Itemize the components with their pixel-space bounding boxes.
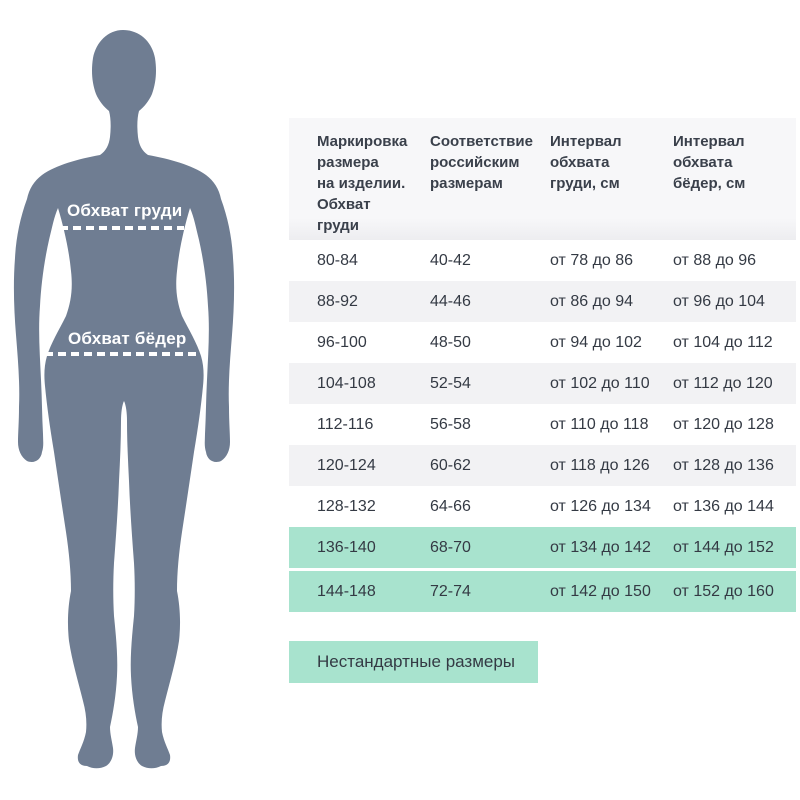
cell-size-marking: 96-100 <box>317 333 367 351</box>
table-row-nonstandard: 136-140 68-70 от 134 до 142 от 144 до 15… <box>289 527 796 568</box>
cell-hips-interval: от 104 до 112 <box>673 333 773 351</box>
table-row: 120-124 60-62 от 118 до 126 от 128 до 13… <box>289 445 796 486</box>
hips-dashed-line <box>45 352 203 356</box>
header-chest-interval: Интервал обхвата груди, см <box>550 133 622 192</box>
cell-russian-size: 48-50 <box>430 333 471 351</box>
cell-chest-interval: от 102 до 110 <box>550 374 650 392</box>
cell-size-marking: 128-132 <box>317 497 376 515</box>
cell-size-marking: 88-92 <box>317 292 358 310</box>
cell-chest-interval: от 142 до 150 <box>550 582 651 600</box>
cell-hips-interval: от 152 до 160 <box>673 582 774 600</box>
cell-chest-interval: от 118 до 126 <box>550 456 650 474</box>
cell-size-marking: 104-108 <box>317 374 376 392</box>
cell-chest-interval: от 110 до 118 <box>550 415 649 433</box>
table-row: 112-116 56-58 от 110 до 118 от 120 до 12… <box>289 404 796 445</box>
nonstandard-sizes-legend: Нестандартные размеры <box>289 641 538 683</box>
cell-chest-interval: от 94 до 102 <box>550 333 642 351</box>
cell-chest-interval: от 86 до 94 <box>550 292 634 310</box>
size-table: Маркировка размера на изделии. Обхват гр… <box>289 118 796 612</box>
cell-russian-size: 64-66 <box>430 497 471 515</box>
cell-russian-size: 68-70 <box>430 538 471 556</box>
cell-hips-interval: от 120 до 128 <box>673 415 774 433</box>
table-row-nonstandard: 144-148 72-74 от 142 до 150 от 152 до 16… <box>289 571 796 612</box>
cell-hips-interval: от 96 до 104 <box>673 292 765 310</box>
cell-chest-interval: от 126 до 134 <box>550 497 651 515</box>
cell-russian-size: 52-54 <box>430 374 471 392</box>
cell-chest-interval: от 78 до 86 <box>550 251 634 269</box>
cell-size-marking: 80-84 <box>317 251 358 269</box>
row-divider <box>289 568 796 571</box>
cell-russian-size: 56-58 <box>430 415 471 433</box>
table-row: 128-132 64-66 от 126 до 134 от 136 до 14… <box>289 486 796 527</box>
cell-hips-interval: от 112 до 120 <box>673 374 773 392</box>
table-row: 80-84 40-42 от 78 до 86 от 88 до 96 <box>289 240 796 281</box>
header-hips-interval: Интервал обхвата бёдер, см <box>673 133 746 192</box>
table-row: 88-92 44-46 от 86 до 94 от 96 до 104 <box>289 281 796 322</box>
female-body-silhouette <box>13 30 235 769</box>
chest-dashed-line <box>60 226 184 230</box>
cell-russian-size: 72-74 <box>430 582 471 600</box>
cell-hips-interval: от 144 до 152 <box>673 538 774 556</box>
cell-russian-size: 40-42 <box>430 251 471 269</box>
header-russian-sizes: Соответствие российским размерам <box>430 133 533 192</box>
cell-hips-interval: от 136 до 144 <box>673 497 774 515</box>
cell-russian-size: 60-62 <box>430 456 471 474</box>
cell-size-marking: 112-116 <box>317 415 374 433</box>
table-header-row: Маркировка размера на изделии. Обхват гр… <box>289 118 796 240</box>
cell-hips-interval: от 88 до 96 <box>673 251 757 269</box>
cell-size-marking: 136-140 <box>317 538 376 556</box>
table-row: 104-108 52-54 от 102 до 110 от 112 до 12… <box>289 363 796 404</box>
chest-measure-label: Обхват груди <box>67 201 183 220</box>
cell-size-marking: 144-148 <box>317 582 376 600</box>
cell-hips-interval: от 128 до 136 <box>673 456 774 474</box>
hips-measure-label: Обхват бёдер <box>68 329 187 348</box>
cell-russian-size: 44-46 <box>430 292 471 310</box>
table-row: 96-100 48-50 от 94 до 102 от 104 до 112 <box>289 322 796 363</box>
cell-size-marking: 120-124 <box>317 456 376 474</box>
cell-chest-interval: от 134 до 142 <box>550 538 651 556</box>
header-size-marking: Маркировка размера на изделии. Обхват гр… <box>317 133 408 234</box>
